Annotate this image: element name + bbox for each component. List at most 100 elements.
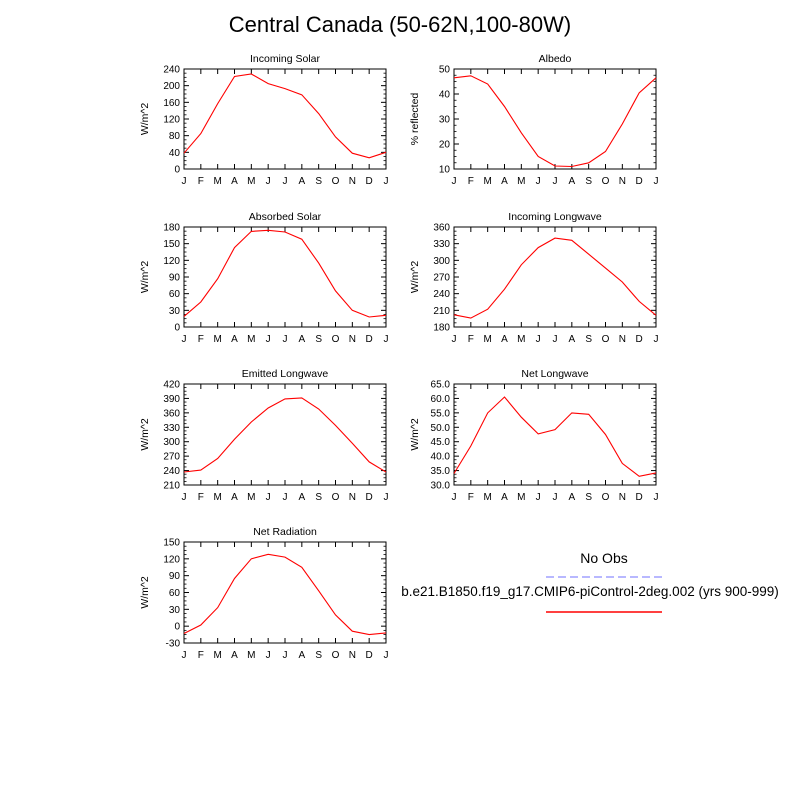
x-tick-label: N xyxy=(619,492,626,503)
x-tick-label: S xyxy=(585,334,592,345)
x-tick-label: J xyxy=(283,650,288,661)
series-line xyxy=(453,75,657,168)
y-tick-label: 210 xyxy=(163,481,180,492)
y-axis-label: W/m^2 xyxy=(139,576,151,609)
panel-title: Emitted Longwave xyxy=(242,368,329,380)
y-tick-label: 270 xyxy=(163,452,180,463)
y-axis-label: W/m^2 xyxy=(139,261,151,294)
y-axis-label: % reflected xyxy=(409,93,421,146)
y-axis-label: W/m^2 xyxy=(409,418,421,451)
x-tick-label: M xyxy=(517,334,525,345)
y-tick-label: 20 xyxy=(439,140,451,151)
x-tick-label: O xyxy=(332,176,340,187)
x-tick-label: F xyxy=(198,492,204,503)
y-tick-label: 120 xyxy=(163,256,180,267)
x-tick-label: M xyxy=(247,176,255,187)
x-tick-label: J xyxy=(452,492,457,503)
x-tick-label: F xyxy=(198,650,204,661)
y-tick-label: 10 xyxy=(439,165,451,176)
y-tick-label: -30 xyxy=(166,639,181,650)
x-tick-label: J xyxy=(182,650,187,661)
x-tick-label: S xyxy=(315,176,322,187)
panel-6: Net Longwave W/m^2 30.0 35.0 40.0 45.0 50.0 55.… xyxy=(409,368,659,503)
x-tick-label: J xyxy=(654,176,659,187)
y-tick-label: 30 xyxy=(169,306,181,317)
x-tick-label: J xyxy=(536,492,541,503)
x-tick-label: J xyxy=(384,650,389,661)
legend-run-label: b.e21.B1850.f19_g17.CMIP6-piControl-2deg… xyxy=(401,584,779,599)
x-tick-label: M xyxy=(247,334,255,345)
y-tick-label: 50.0 xyxy=(431,423,451,434)
y-axis-label: W/m^2 xyxy=(409,261,421,294)
x-tick-label: D xyxy=(366,334,373,345)
x-tick-label: N xyxy=(619,334,626,345)
x-tick-label: M xyxy=(213,650,221,661)
panel-title: Incoming Solar xyxy=(250,53,321,65)
y-tick-label: 360 xyxy=(163,408,180,419)
y-tick-label: 0 xyxy=(174,323,180,334)
y-tick-label: 240 xyxy=(163,466,180,477)
y-tick-label: 30.0 xyxy=(431,481,451,492)
x-tick-label: M xyxy=(483,334,491,345)
x-tick-label: J xyxy=(654,334,659,345)
x-tick-label: A xyxy=(568,176,575,187)
series-line xyxy=(183,397,387,473)
x-tick-label: A xyxy=(231,334,238,345)
y-tick-label: 65.0 xyxy=(431,380,451,391)
x-tick-label: A xyxy=(298,176,305,187)
y-tick-label: 240 xyxy=(433,289,450,300)
x-tick-label: S xyxy=(315,492,322,503)
panel-frame xyxy=(453,383,657,486)
y-tick-label: 0 xyxy=(174,165,180,176)
y-tick-label: 360 xyxy=(433,223,450,234)
x-tick-label: J xyxy=(384,492,389,503)
y-tick-label: 330 xyxy=(433,239,450,250)
x-tick-label: M xyxy=(247,492,255,503)
x-tick-label: M xyxy=(247,650,255,661)
x-tick-label: O xyxy=(602,334,610,345)
y-tick-label: 270 xyxy=(433,273,450,284)
x-tick-label: D xyxy=(366,176,373,187)
x-tick-label: J xyxy=(266,334,271,345)
x-tick-label: S xyxy=(585,176,592,187)
y-tick-label: 50 xyxy=(439,65,451,76)
x-tick-label: N xyxy=(619,176,626,187)
x-tick-label: J xyxy=(452,334,457,345)
y-tick-label: 180 xyxy=(433,323,450,334)
series-line xyxy=(453,237,657,319)
y-tick-label: 200 xyxy=(163,81,180,92)
y-tick-label: 90 xyxy=(169,571,181,582)
x-tick-label: J xyxy=(283,492,288,503)
x-tick-label: J xyxy=(553,334,558,345)
y-tick-label: 120 xyxy=(163,115,180,126)
x-tick-label: A xyxy=(501,334,508,345)
x-tick-label: M xyxy=(517,176,525,187)
y-axis-label: W/m^2 xyxy=(139,418,151,451)
panel-title: Net Longwave xyxy=(521,368,588,380)
page-title: Central Canada (50-62N,100-80W) xyxy=(228,12,572,37)
y-tick-label: 80 xyxy=(169,131,181,142)
y-tick-label: 330 xyxy=(163,423,180,434)
y-tick-label: 240 xyxy=(163,65,180,76)
x-tick-label: A xyxy=(231,650,238,661)
y-tick-label: 180 xyxy=(163,223,180,234)
series-line xyxy=(183,553,387,636)
x-tick-label: J xyxy=(266,492,271,503)
x-tick-label: J xyxy=(182,492,187,503)
panel-title: Net Radiation xyxy=(253,526,317,538)
x-tick-label: M xyxy=(213,176,221,187)
x-tick-label: F xyxy=(198,334,204,345)
x-tick-label: J xyxy=(536,334,541,345)
y-tick-label: 300 xyxy=(433,256,450,267)
x-tick-label: A xyxy=(501,176,508,187)
y-tick-label: 390 xyxy=(163,394,180,405)
x-tick-label: A xyxy=(501,492,508,503)
y-tick-label: 60.0 xyxy=(431,394,451,405)
x-tick-label: F xyxy=(468,492,474,503)
x-tick-label: J xyxy=(182,334,187,345)
y-tick-label: 60 xyxy=(169,289,181,300)
x-tick-label: J xyxy=(536,176,541,187)
